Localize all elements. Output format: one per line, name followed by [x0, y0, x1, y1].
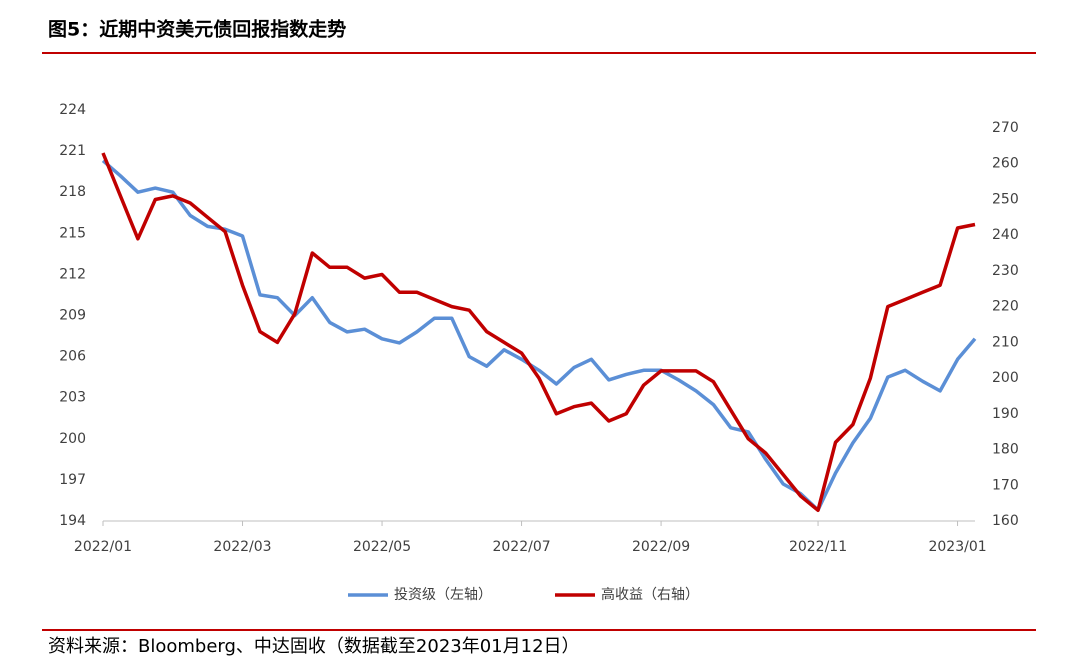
x-tick-label: 2022/03 [213, 539, 271, 555]
y-tick-label: 224 [59, 102, 86, 118]
x-tick-label: 2022/01 [74, 539, 132, 555]
x-tick-label: 2023/01 [928, 539, 986, 555]
x-tick-label: 2022/07 [492, 539, 550, 555]
series-line [101, 159, 977, 512]
y2-tick-label: 180 [992, 442, 1019, 458]
y2-tick-label: 210 [992, 334, 1019, 350]
x-tick-label: 2022/11 [789, 539, 847, 555]
series-line [101, 152, 976, 513]
y-tick-label: 218 [59, 184, 86, 200]
y-tick-label: 203 [59, 390, 86, 406]
y2-tick-label: 160 [992, 513, 1019, 529]
y2-tick-label: 220 [992, 299, 1019, 315]
y-tick-label: 206 [59, 349, 86, 365]
legend-label: 投资级（左轴） [394, 587, 492, 603]
y-tick-label: 194 [59, 513, 86, 529]
y-tick-label: 215 [59, 225, 86, 241]
y2-tick-label: 260 [992, 156, 1019, 172]
y2-tick-label: 270 [992, 120, 1019, 136]
x-tick-label: 2022/09 [632, 539, 690, 555]
y2-tick-label: 240 [992, 227, 1019, 243]
y-tick-label: 209 [59, 308, 86, 324]
y2-tick-label: 230 [992, 263, 1019, 279]
source-note: 资料来源：Bloomberg、中达固收（数据截至2023年01月12日） [48, 636, 580, 657]
y2-tick-label: 170 [992, 477, 1019, 493]
chart-title: 图5：近期中资美元债回报指数走势 [48, 18, 346, 41]
y2-tick-label: 190 [992, 406, 1019, 422]
y-tick-label: 212 [59, 266, 86, 282]
y-tick-label: 197 [59, 472, 86, 488]
y-tick-label: 221 [59, 143, 86, 159]
legend-label: 高收益（右轴） [601, 586, 699, 603]
y-tick-label: 200 [59, 431, 86, 447]
y2-tick-label: 200 [992, 370, 1019, 386]
y2-tick-label: 250 [992, 191, 1019, 207]
x-tick-label: 2022/05 [353, 539, 411, 555]
